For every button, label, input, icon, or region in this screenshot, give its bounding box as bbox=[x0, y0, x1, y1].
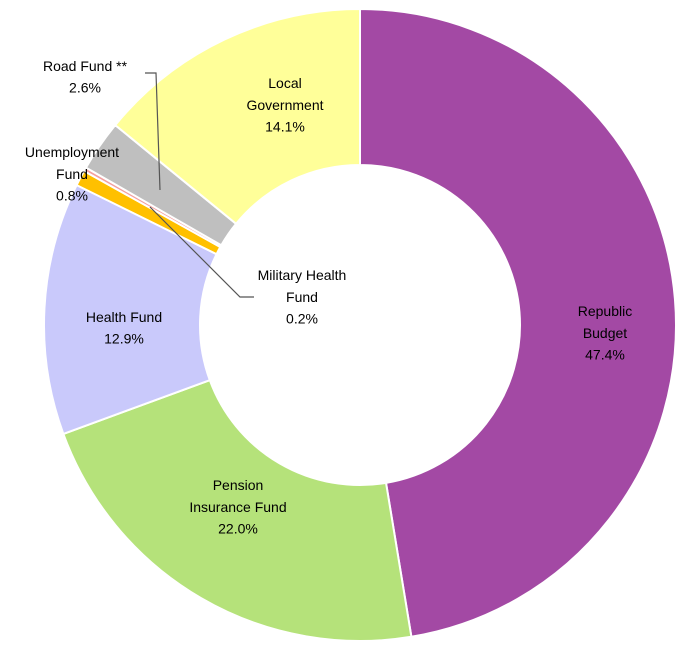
segment-label: Unemployment Fund bbox=[25, 144, 119, 182]
donut-segment bbox=[62, 378, 413, 642]
segment-label: Republic Budget bbox=[578, 303, 632, 341]
segment-label: Military Health Fund bbox=[258, 267, 347, 305]
segment-value-label: 47.4% bbox=[585, 347, 625, 363]
segment-value-label: 12.9% bbox=[104, 331, 144, 347]
segment-label: Local Government bbox=[246, 75, 323, 113]
donut-segment bbox=[43, 183, 218, 436]
segment-label: Health Fund bbox=[86, 309, 162, 325]
segment-label: Pension Insurance Fund bbox=[189, 477, 286, 515]
segment-value-label: 0.8% bbox=[56, 188, 88, 204]
donut-segment bbox=[113, 7, 361, 226]
segment-value-label: 0.2% bbox=[286, 311, 318, 327]
segment-value-label: 14.1% bbox=[265, 119, 305, 135]
donut-segment bbox=[359, 7, 677, 638]
segment-value-label: 2.6% bbox=[69, 80, 101, 96]
leader-line bbox=[149, 206, 254, 298]
segment-label: Road Fund ** bbox=[43, 58, 128, 74]
segment-value-label: 22.0% bbox=[218, 521, 258, 537]
leader-line bbox=[145, 72, 161, 191]
